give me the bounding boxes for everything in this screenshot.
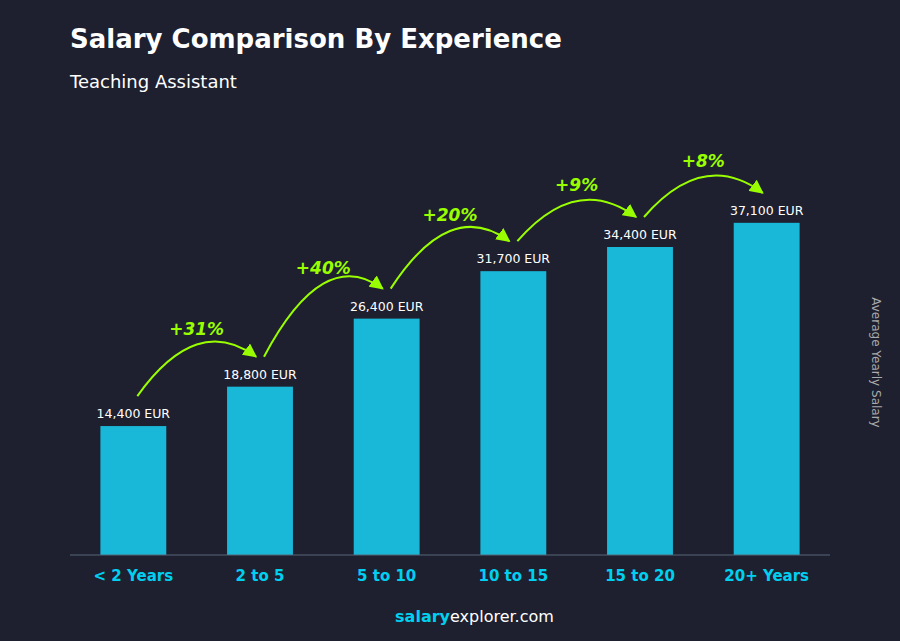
bar xyxy=(480,271,546,555)
subtitle: Teaching Assistant xyxy=(69,71,237,92)
x-tick-label: 2 to 5 xyxy=(236,567,285,585)
change-label: +40% xyxy=(296,258,351,278)
change-label: +8% xyxy=(682,151,725,171)
x-tick-label: < 2 Years xyxy=(94,567,174,585)
change-label: +20% xyxy=(423,205,478,225)
x-tick-label: 5 to 10 xyxy=(357,567,416,585)
bar xyxy=(607,247,673,555)
value-label: 26,400 EUR xyxy=(350,299,424,314)
change-arrow xyxy=(517,200,636,241)
bar xyxy=(227,387,293,555)
value-label: 14,400 EUR xyxy=(97,406,171,421)
x-tick-label: 10 to 15 xyxy=(478,567,548,585)
bar xyxy=(100,426,166,555)
chart: Salary Comparison By Experience Teaching … xyxy=(0,0,900,641)
change-arrow xyxy=(264,276,383,356)
x-tick-label: 15 to 20 xyxy=(605,567,675,585)
x-axis-line xyxy=(70,555,830,556)
title: Salary Comparison By Experience xyxy=(70,24,562,54)
change-arrow xyxy=(137,341,256,396)
y-axis-label: Average Yearly Salary xyxy=(869,297,883,427)
footer-rest: explorer.com xyxy=(450,607,554,626)
bar xyxy=(734,223,800,555)
change-label: +31% xyxy=(169,319,224,339)
value-label: 31,700 EUR xyxy=(477,251,551,266)
value-label: 18,800 EUR xyxy=(223,367,297,382)
change-arrow xyxy=(644,176,763,217)
background xyxy=(0,0,900,641)
change-label: +9% xyxy=(555,175,598,195)
footer-salary: salary xyxy=(395,607,450,626)
bar xyxy=(354,319,420,555)
value-label: 37,100 EUR xyxy=(730,203,804,218)
bars xyxy=(100,223,799,555)
change-arrow xyxy=(391,227,510,289)
x-tick-label: 20+ Years xyxy=(724,567,809,585)
value-label: 34,400 EUR xyxy=(603,227,677,242)
